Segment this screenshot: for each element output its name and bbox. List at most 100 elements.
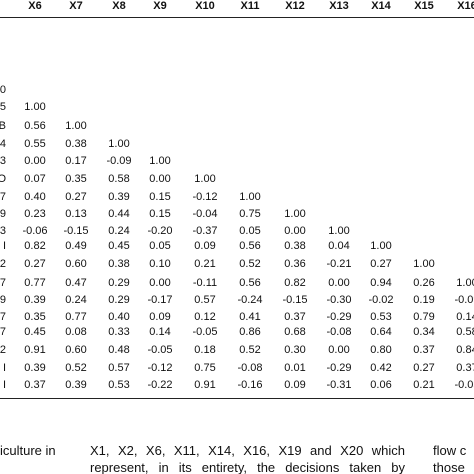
column-header: X7 bbox=[69, 0, 83, 12]
cell: -0.29 bbox=[326, 362, 352, 374]
row-label: 9 bbox=[0, 208, 6, 220]
cell: 0.07 bbox=[24, 173, 46, 185]
row-label: 7 bbox=[0, 191, 6, 203]
cell: 0.27 bbox=[24, 258, 46, 270]
cell: -0.15 bbox=[63, 225, 89, 237]
cell: 0.53 bbox=[108, 379, 130, 391]
cell: 1.00 bbox=[328, 225, 350, 237]
cell: 0.38 bbox=[65, 138, 87, 150]
cell: 0.45 bbox=[24, 326, 46, 338]
cell: -0.12 bbox=[147, 362, 173, 374]
cell: 0.77 bbox=[24, 277, 46, 289]
row-label: 3 bbox=[0, 225, 6, 237]
cell: 0.64 bbox=[370, 326, 392, 338]
row-label: 2 bbox=[0, 258, 6, 270]
body-text: iculture in bbox=[0, 443, 56, 458]
cell: -0.09 bbox=[454, 294, 474, 306]
cell: 0.15 bbox=[149, 191, 171, 203]
cell: 0.14 bbox=[149, 326, 171, 338]
cell: 0.01 bbox=[284, 362, 306, 374]
cell: 0.47 bbox=[65, 277, 87, 289]
cell: 0.00 bbox=[328, 277, 350, 289]
cell: 0.38 bbox=[284, 240, 306, 252]
cell: 0.56 bbox=[24, 120, 46, 132]
cell: -0.05 bbox=[454, 379, 474, 391]
bottom-rule bbox=[0, 398, 474, 399]
cell: 0.00 bbox=[24, 155, 46, 167]
cell: -0.08 bbox=[237, 362, 263, 374]
cell: 0.77 bbox=[65, 311, 87, 323]
cell: 0.52 bbox=[65, 362, 87, 374]
cell: 1.00 bbox=[108, 138, 130, 150]
row-label: 4 bbox=[0, 138, 6, 150]
cell: 1.00 bbox=[149, 155, 171, 167]
cell: 0.00 bbox=[149, 173, 171, 185]
column-header: X10 bbox=[195, 0, 215, 12]
cell: 0.37 bbox=[24, 379, 46, 391]
cell: 0.00 bbox=[149, 277, 171, 289]
cell: 0.15 bbox=[149, 208, 171, 220]
cell: 0.14 bbox=[456, 311, 474, 323]
cell: -0.11 bbox=[192, 277, 218, 289]
cell: 0.09 bbox=[149, 311, 171, 323]
cell: 0.58 bbox=[456, 326, 474, 338]
cell: 0.30 bbox=[284, 344, 306, 356]
cell: 0.38 bbox=[108, 258, 130, 270]
cell: -0.05 bbox=[147, 344, 173, 356]
cell: 0.29 bbox=[108, 294, 130, 306]
cell: -0.02 bbox=[368, 294, 394, 306]
cell: 0.60 bbox=[65, 258, 87, 270]
row-label: 7 bbox=[0, 277, 6, 289]
cell: 0.27 bbox=[370, 258, 392, 270]
column-header: X12 bbox=[285, 0, 305, 12]
cell: -0.04 bbox=[192, 208, 218, 220]
row-label: 2 bbox=[0, 344, 6, 356]
cell: 0.45 bbox=[108, 240, 130, 252]
cell: 1.00 bbox=[413, 258, 435, 270]
row-label: I bbox=[2, 379, 6, 391]
row-label: 9 bbox=[0, 294, 6, 306]
cell: 0.57 bbox=[108, 362, 130, 374]
cell: 0.09 bbox=[194, 240, 216, 252]
cell: 0.55 bbox=[24, 138, 46, 150]
cell: 1.00 bbox=[24, 101, 46, 113]
cell: 1.00 bbox=[456, 277, 474, 289]
cell: 0.91 bbox=[24, 344, 46, 356]
cell: -0.29 bbox=[326, 311, 352, 323]
cell: 0.27 bbox=[65, 191, 87, 203]
cell: 1.00 bbox=[370, 240, 392, 252]
cell: 0.10 bbox=[149, 258, 171, 270]
cell: 0.37 bbox=[413, 344, 435, 356]
cell: 0.33 bbox=[108, 326, 130, 338]
cell: 0.75 bbox=[239, 208, 261, 220]
cell: 0.06 bbox=[370, 379, 392, 391]
column-header: X9 bbox=[153, 0, 167, 12]
cell: 0.56 bbox=[239, 277, 261, 289]
column-header: X15 bbox=[414, 0, 434, 12]
cell: 0.37 bbox=[284, 311, 306, 323]
cell: 0.12 bbox=[194, 311, 216, 323]
cell: 0.75 bbox=[194, 362, 216, 374]
cell: 0.68 bbox=[284, 326, 306, 338]
column-header: X14 bbox=[371, 0, 391, 12]
cell: 0.58 bbox=[108, 173, 130, 185]
cell: 0.04 bbox=[328, 240, 350, 252]
row-label: I bbox=[2, 362, 6, 374]
cell: -0.20 bbox=[147, 225, 173, 237]
cell: 0.24 bbox=[108, 225, 130, 237]
cell: 0.57 bbox=[194, 294, 216, 306]
cell: 0.52 bbox=[239, 258, 261, 270]
cell: -0.08 bbox=[326, 326, 352, 338]
cell: 0.00 bbox=[284, 225, 306, 237]
cell: 0.42 bbox=[370, 362, 392, 374]
cell: -0.09 bbox=[106, 155, 132, 167]
cell: 0.05 bbox=[239, 225, 261, 237]
cell: 0.60 bbox=[65, 344, 87, 356]
cell: -0.22 bbox=[147, 379, 173, 391]
cell: 0.35 bbox=[24, 311, 46, 323]
cell: 0.13 bbox=[65, 208, 87, 220]
cell: 0.05 bbox=[149, 240, 171, 252]
cell: 0.35 bbox=[65, 173, 87, 185]
cell: -0.05 bbox=[192, 326, 218, 338]
